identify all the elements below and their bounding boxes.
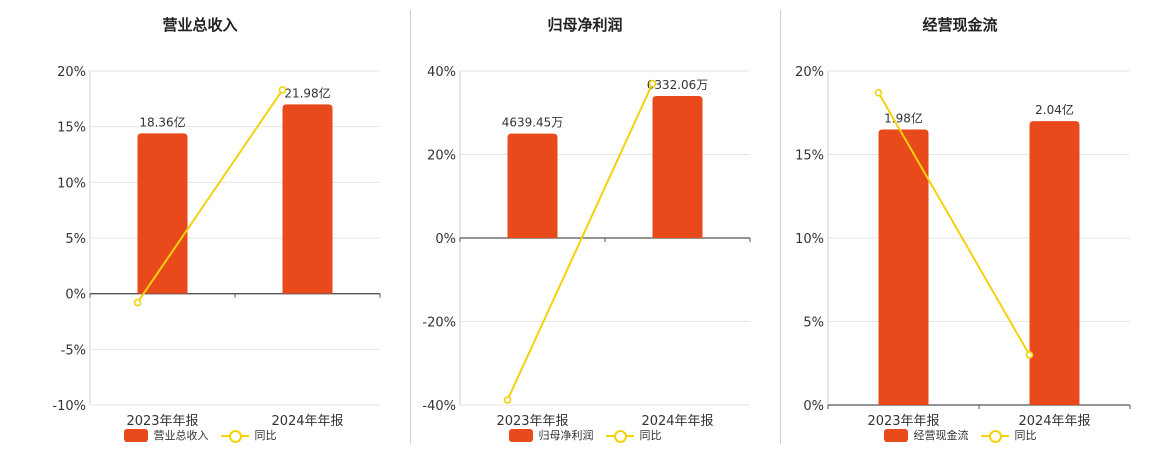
y-tick-label: 0% [65, 288, 86, 303]
chart-svg: 20% 15% 10% 5% 0% 2023年年报 2024年年报 1.98亿 2.04亿 [795, 65, 1131, 429]
yoy-point [874, 88, 883, 97]
x-tick-label: 2023年年报 [126, 414, 198, 429]
y-tick-label: 0% [435, 232, 456, 247]
chart-panel-net-profit: 归母净利润 40% 20% 0% -20% -40% 2023年年报 2024年年报 4639… [390, 0, 780, 450]
y-tick-label: -10% [52, 399, 86, 414]
chart-legend: 归母净利润 同比 [390, 427, 780, 443]
y-tick-label: 10% [795, 232, 824, 247]
legend-line-swatch [220, 429, 249, 443]
yoy-point [133, 298, 142, 307]
x-tick-label: 2023年年报 [867, 414, 939, 429]
legend-line-swatch [980, 429, 1009, 443]
chart-title: 归母净利润 [547, 16, 623, 34]
y-tick-label: 20% [57, 65, 86, 80]
chart-panel-revenue: 营业总收入 20% 15% 10% 5% 0% -5% -10% 2023年年报 2024年年报… [0, 0, 400, 450]
legend-bar-swatch [123, 428, 148, 442]
x-tick-label: 2024年年报 [271, 414, 343, 429]
bar-data-label: 6332.06万 [647, 78, 709, 92]
bar [282, 104, 333, 294]
bar-data-label: 4639.45万 [502, 116, 564, 130]
bar [878, 129, 929, 405]
bar-data-label: 21.98亿 [284, 85, 330, 100]
bar-data-label: 2.04亿 [1035, 102, 1074, 117]
yoy-point [648, 79, 657, 88]
y-tick-label: 10% [57, 176, 86, 191]
y-tick-label: 20% [427, 149, 456, 164]
bar [507, 133, 558, 238]
bar [1029, 121, 1080, 405]
y-tick-label: -40% [422, 399, 456, 414]
y-tick-label: 40% [427, 65, 456, 80]
yoy-point [503, 396, 512, 404]
legend-bar-swatch [883, 428, 908, 442]
chart-legend: 营业总收入 同比 [0, 427, 400, 443]
legend-bar-swatch [508, 428, 533, 442]
chart-legend: 经营现金流 同比 [760, 427, 1160, 443]
yoy-point [1025, 351, 1034, 359]
yoy-point [278, 86, 287, 94]
y-tick-label: 20% [795, 65, 824, 80]
x-tick-label: 2024年年报 [641, 414, 713, 429]
y-tick-label: 5% [803, 316, 824, 331]
panel-divider [410, 10, 411, 444]
legend-bar-label: 归母净利润 [538, 429, 594, 442]
y-tick-label: 0% [803, 399, 824, 414]
legend-line-label: 同比 [1014, 429, 1037, 442]
legend-line-label: 同比 [639, 429, 662, 442]
x-tick-label: 2023年年报 [496, 414, 568, 429]
yoy-line [506, 83, 654, 401]
bar [652, 96, 703, 238]
x-tick-label: 2024年年报 [1018, 414, 1090, 429]
legend-bar-label: 经营现金流 [913, 429, 969, 442]
y-tick-label: -5% [61, 343, 86, 358]
y-tick-label: 5% [65, 232, 86, 247]
chart-panel-cash-flow: 经营现金流 20% 15% 10% 5% 0% 2023年年报 2024年年报 1.98亿 2.… [760, 0, 1160, 450]
y-tick-label: 15% [795, 149, 824, 164]
chart-svg: 40% 20% 0% -20% -40% 2023年年报 2024年年报 4639.45万 63… [422, 65, 751, 429]
bar-data-label: 18.36亿 [139, 114, 185, 129]
bar [137, 133, 188, 294]
y-tick-label: 15% [57, 121, 86, 136]
legend-bar-label: 营业总收入 [153, 429, 209, 442]
yoy-line [877, 92, 1031, 356]
yoy-line [136, 89, 284, 304]
legend-line-label: 同比 [254, 429, 277, 442]
chart-svg: 20% 15% 10% 5% 0% -5% -10% 2023年年报 2024年年报 18.36亿… [52, 65, 381, 429]
legend-line-swatch [605, 429, 634, 443]
chart-title: 营业总收入 [162, 16, 238, 34]
bar-data-label: 1.98亿 [884, 110, 923, 125]
y-tick-label: -20% [422, 316, 456, 331]
panel-divider [780, 10, 781, 444]
chart-title: 经营现金流 [922, 16, 998, 34]
